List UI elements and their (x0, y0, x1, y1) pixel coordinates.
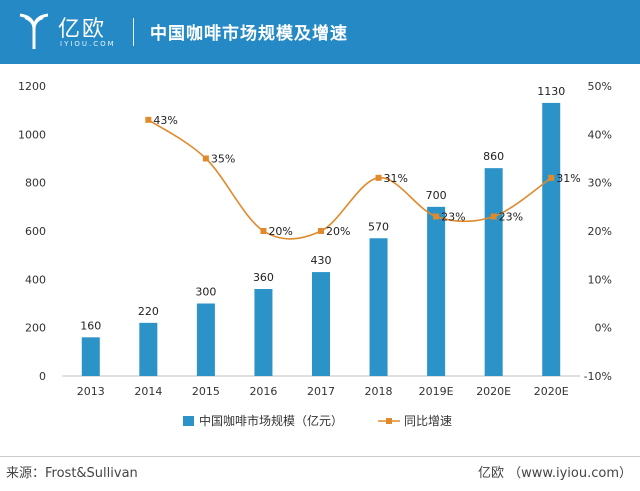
bar (312, 272, 330, 376)
bar-value-label: 430 (311, 254, 332, 267)
page-title: 中国咖啡市场规模及增速 (150, 24, 348, 44)
growth-point (318, 228, 324, 234)
growth-value-label: 31% (384, 172, 408, 185)
left-axis-tick-label: 400 (25, 273, 46, 286)
header-banner: 亿欧 IYIOU.COM 中国咖啡市场规模及增速 (0, 0, 640, 64)
x-axis-tick-label: 2020E (476, 385, 511, 398)
right-axis-tick-label: 10% (588, 273, 612, 286)
growth-point (145, 116, 152, 123)
growth-value-label: 20% (268, 225, 292, 238)
x-axis-tick-label: 2019E (419, 385, 454, 398)
growth-value-label: 23% (441, 211, 465, 224)
bar (139, 322, 158, 376)
x-axis-tick-label: 2018 (365, 385, 393, 398)
left-axis-tick-label: 1000 (18, 128, 46, 141)
right-axis-tick-label: 40% (588, 128, 612, 141)
bar-value-label: 300 (195, 286, 216, 299)
growth-line (147, 119, 552, 240)
footer-divider (0, 456, 640, 457)
bar (542, 102, 561, 376)
bar-data-labels: 160 220 300 360 430 570 700 860 1130 (80, 85, 565, 332)
growth-value-label: 35% (211, 153, 235, 166)
growth-point (433, 213, 440, 220)
left-axis-tick-label: 1200 (18, 80, 46, 93)
growth-value-label: 43% (153, 114, 177, 127)
growth-point (548, 174, 555, 181)
right-axis-tick-label: 0% (595, 322, 612, 335)
right-axis-tick-label: 30% (588, 177, 612, 190)
right-axis-tick-label: -10% (584, 370, 612, 383)
growth-value-label: 20% (326, 225, 350, 238)
iyiou-logo-icon (19, 13, 49, 49)
bar-value-label: 360 (253, 271, 274, 284)
left-axis-tick-label: 800 (25, 177, 46, 190)
left-axis-tick-label: 600 (25, 225, 46, 238)
right-axis-tick-label: 50% (588, 80, 612, 93)
bar (484, 168, 503, 376)
header-divider (133, 18, 134, 46)
legend-line-marker (386, 418, 392, 424)
x-axis-tick-label: 2013 (77, 385, 105, 398)
x-axis-tick-label: 2015 (192, 385, 220, 398)
legend-line-label: 同比增速 (404, 414, 452, 428)
bar-value-label: 860 (483, 150, 504, 163)
x-axis-tick-label: 2016 (249, 385, 277, 398)
left-axis-tick-label: 200 (25, 322, 46, 335)
legend-bar-swatch (183, 416, 194, 426)
x-axis-labels: 2013 2014 2015 2016 2017 2018 2019E 2020E 2020E (77, 385, 569, 398)
x-axis-tick-label: 2014 (134, 385, 162, 398)
bar (254, 289, 273, 376)
bar-series (81, 102, 561, 376)
left-axis-ticks: 0 200 400 600 800 1000 1200 (18, 80, 46, 383)
growth-points (145, 116, 555, 234)
credit-note: 亿欧 （www.iyiou.com） (478, 466, 632, 481)
bar (196, 303, 215, 376)
growth-value-label: 23% (499, 211, 523, 224)
source-note: 来源：Frost&Sullivan (6, 466, 138, 481)
bar (369, 238, 388, 376)
bar-value-label: 160 (80, 319, 101, 332)
legend: 中国咖啡市场规模（亿元） 同比增速 (183, 413, 452, 428)
growth-value-label: 31% (556, 172, 580, 185)
growth-data-labels: 43% 35% 20% 20% 31% 23% 23% 31% (153, 114, 580, 238)
logo-text: 亿欧 (58, 17, 107, 42)
x-axis-tick-label: 2020E (534, 385, 569, 398)
x-axis-tick-label: 2017 (307, 385, 335, 398)
growth-point (202, 155, 209, 162)
bar-value-label: 1130 (537, 85, 565, 98)
bar (81, 337, 100, 376)
legend-bar-label: 中国咖啡市场规模（亿元） (199, 413, 343, 428)
logo-subtext: IYIOU.COM (60, 40, 116, 48)
right-axis-ticks: -10% 0% 10% 20% 30% 40% 50% (584, 80, 612, 383)
growth-point (490, 213, 497, 220)
right-axis-tick-label: 20% (588, 225, 612, 238)
bar-value-label: 220 (138, 305, 159, 318)
bar-value-label: 570 (368, 220, 389, 233)
market-size-chart: 0 200 400 600 800 1000 1200 -10% 0% 10% 20% 30% 40%… (18, 80, 612, 428)
left-axis-tick-label: 0 (39, 370, 46, 383)
growth-point (260, 228, 267, 234)
bar (427, 206, 446, 376)
bar-value-label: 700 (426, 189, 447, 202)
growth-point (375, 174, 382, 181)
